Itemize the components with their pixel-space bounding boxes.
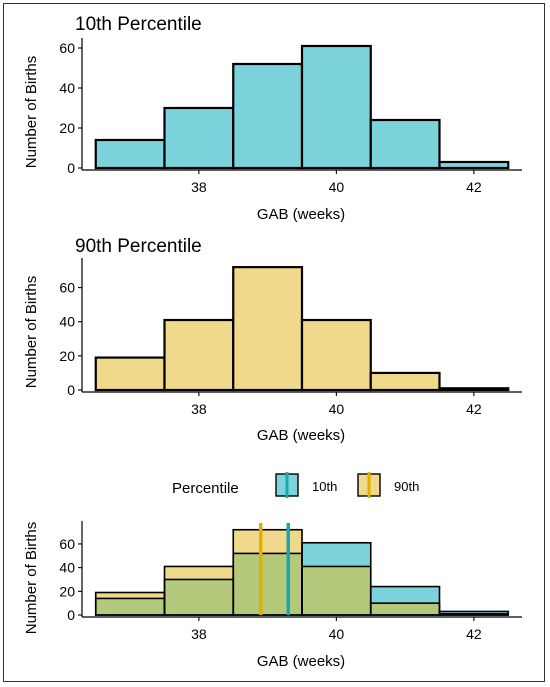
bar-excess	[439, 611, 509, 614]
x-tick-label: 38	[191, 401, 207, 417]
y-tick-label: 40	[59, 560, 75, 576]
axes: 0 20 40 60 38 40 42	[59, 38, 522, 195]
y-tick-label: 40	[59, 314, 75, 330]
bar-overlap	[233, 553, 302, 615]
y-axis-label: Number of Births	[23, 522, 40, 635]
bar-overlap	[302, 566, 371, 615]
bar	[94, 356, 166, 392]
bar	[369, 118, 441, 170]
x-tick-label: 42	[466, 626, 482, 642]
legend-label-90th: 90th	[394, 479, 419, 494]
x-tick-label: 38	[191, 626, 207, 642]
bars	[94, 528, 510, 616]
panel-combined: Percentile 10th 90th Number of Births GA…	[23, 472, 522, 670]
figure-frame	[3, 3, 545, 682]
bar	[232, 266, 304, 392]
y-tick-label: 0	[67, 160, 75, 176]
bar	[232, 62, 304, 170]
y-axis-label: Number of Births	[23, 276, 40, 389]
bar-overlap	[164, 579, 234, 615]
x-axis-label: GAB (weeks)	[257, 653, 345, 670]
bar-excess	[302, 542, 371, 567]
y-tick-label: 60	[59, 280, 75, 296]
panel-title: 10th Percentile	[75, 14, 202, 35]
y-tick-label: 40	[59, 80, 75, 96]
axes: 0 20 40 60 38 40 42	[59, 521, 522, 642]
x-tick-label: 40	[329, 626, 345, 642]
bar-overlap	[370, 603, 440, 615]
bar	[438, 160, 510, 170]
y-tick-label: 60	[59, 536, 75, 552]
bar-excess	[370, 586, 440, 604]
bars	[94, 266, 510, 392]
x-tick-label: 42	[466, 401, 482, 417]
bar	[438, 387, 510, 392]
x-tick-label: 38	[191, 179, 207, 195]
panel-10th-percentile: 10th Percentile Number of Births GAB (we…	[23, 14, 522, 223]
bar	[369, 371, 441, 392]
y-tick-label: 0	[67, 607, 75, 623]
x-axis-label: GAB (weeks)	[257, 206, 345, 223]
axes: 0 20 40 60 38 40 42	[59, 258, 522, 417]
bar	[300, 44, 372, 170]
x-axis-label: GAB (weeks)	[257, 427, 345, 444]
legend: Percentile 10th 90th	[172, 472, 419, 498]
panel-title: 90th Percentile	[75, 236, 202, 257]
y-tick-label: 20	[59, 583, 75, 599]
bar-outline-90th	[438, 613, 510, 616]
bars	[94, 44, 510, 170]
x-tick-label: 42	[466, 179, 482, 195]
bar-excess	[164, 566, 234, 580]
mean-lines	[259, 523, 290, 615]
bar-outline-90th	[301, 565, 372, 616]
y-axis-label: Number of Births	[23, 56, 40, 169]
x-tick-label: 40	[329, 179, 345, 195]
bar-excess	[95, 592, 165, 599]
y-tick-label: 0	[67, 382, 75, 398]
bar	[300, 318, 372, 392]
bar	[94, 138, 166, 170]
bar-outline-90th	[369, 602, 441, 616]
bar	[163, 106, 235, 170]
y-tick-label: 20	[59, 120, 75, 136]
bar-excess	[233, 529, 302, 554]
legend-title: Percentile	[172, 480, 239, 497]
legend-key-90th-line	[367, 472, 371, 498]
legend-label-10th: 10th	[312, 479, 337, 494]
x-tick-label: 40	[329, 401, 345, 417]
bar	[163, 318, 235, 392]
legend-key-10th-line	[285, 472, 289, 498]
y-tick-label: 20	[59, 348, 75, 364]
bar-overlap	[95, 598, 165, 615]
panel-90th-percentile: 90th Percentile Number of Births GAB (we…	[23, 236, 522, 444]
y-tick-label: 60	[59, 40, 75, 56]
